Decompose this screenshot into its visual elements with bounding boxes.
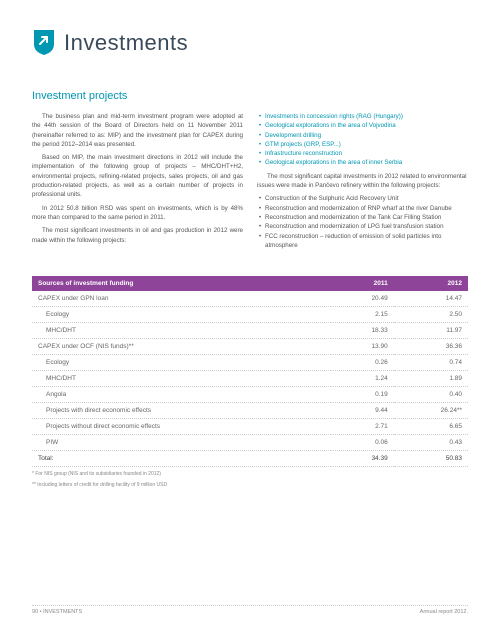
th-label: Sources of investment funding (32, 276, 331, 291)
funding-table: Sources of investment funding 2011 2012 … (32, 276, 468, 467)
cell-label: MHC/DHT (32, 371, 331, 387)
cell-2012: 50.83 (394, 451, 468, 467)
list-item: FCC reconstruction – reduction of emissi… (257, 232, 468, 251)
th-2012: 2012 (394, 276, 468, 291)
footer-left: 90 • INVESTMENTS (32, 609, 82, 615)
list-item: Geological explorations in the area of V… (257, 121, 468, 130)
shield-arrow-icon (32, 28, 56, 58)
cell-2011: 18.33 (331, 323, 394, 339)
table-row: CAPEX under GPN loan20.4914.47 (32, 291, 468, 307)
cell-label: Total: (32, 451, 331, 467)
cell-2011: 0.26 (331, 355, 394, 371)
th-2011: 2011 (331, 276, 394, 291)
list-item: Reconstruction and modernization of RNP … (257, 204, 468, 213)
cell-2011: 34.39 (331, 451, 394, 467)
table-row: MHC/DHT18.3311.97 (32, 323, 468, 339)
cell-2012: 36.36 (394, 339, 468, 355)
cell-2011: 20.49 (331, 291, 394, 307)
cell-2011: 1.24 (331, 371, 394, 387)
cell-label: Ecology (32, 355, 331, 371)
footnote: * For NIS group (NIS and its subsidiarie… (32, 471, 468, 478)
page-title: Investments (64, 30, 188, 56)
table-row: Total:34.3950.83 (32, 451, 468, 467)
cell-2012: 0.40 (394, 387, 468, 403)
footnote: ** Including letters of credit for drill… (32, 482, 468, 489)
table-row: MHC/DHT1.241.89 (32, 371, 468, 387)
list-item: Geological explorations in the area of i… (257, 158, 468, 167)
cell-label: MHC/DHT (32, 323, 331, 339)
cell-2012: 14.47 (394, 291, 468, 307)
cell-label: Projects without direct economic effects (32, 419, 331, 435)
content-columns: The business plan and mid-term investmen… (32, 112, 468, 250)
list-item: Reconstruction and modernization of LPG … (257, 222, 468, 231)
funding-table-wrap: Sources of investment funding 2011 2012 … (32, 276, 468, 488)
cell-2011: 2.71 (331, 419, 394, 435)
table-row: Ecology2.152.50 (32, 307, 468, 323)
cell-label: PIW (32, 435, 331, 451)
table-row: Projects with direct economic effects9.4… (32, 403, 468, 419)
cell-2011: 9.44 (331, 403, 394, 419)
cell-2012: 1.89 (394, 371, 468, 387)
table-row: Angola0.190.40 (32, 387, 468, 403)
paragraph: The most significant investments in oil … (32, 226, 243, 245)
cell-2012: 11.97 (394, 323, 468, 339)
table-row: CAPEX under OCF (NIS funds)**13.9036.36 (32, 339, 468, 355)
right-column: Investments in concession rights (RAG (H… (257, 112, 468, 250)
cell-2011: 2.15 (331, 307, 394, 323)
bullet-list-dark: Construction of the Sulphuric Acid Recov… (257, 194, 468, 250)
left-column: The business plan and mid-term investmen… (32, 112, 243, 250)
cell-label: Ecology (32, 307, 331, 323)
bullet-list-teal: Investments in concession rights (RAG (H… (257, 112, 468, 168)
paragraph: The business plan and mid-term investmen… (32, 112, 243, 149)
cell-2011: 0.06 (331, 435, 394, 451)
cell-2012: 2.50 (394, 307, 468, 323)
section-title: Investment projects (32, 90, 468, 102)
table-header-row: Sources of investment funding 2011 2012 (32, 276, 468, 291)
paragraph: In 2012 50.8 billion RSD was spent on in… (32, 204, 243, 223)
list-item: GTM projects (GRP, ESP...) (257, 140, 468, 149)
page-footer: 90 • INVESTMENTS Annual report 2012. (32, 605, 468, 615)
cell-2012: 6.65 (394, 419, 468, 435)
list-item: Investments in concession rights (RAG (H… (257, 112, 468, 121)
cell-2012: 26.24** (394, 403, 468, 419)
cell-2012: 0.74 (394, 355, 468, 371)
footer-right: Annual report 2012. (420, 609, 468, 615)
paragraph: The most significant capital investments… (257, 172, 468, 191)
list-item: Development drilling (257, 131, 468, 140)
cell-label: Angola (32, 387, 331, 403)
cell-2012: 0.43 (394, 435, 468, 451)
cell-2011: 13.90 (331, 339, 394, 355)
table-row: PIW0.060.43 (32, 435, 468, 451)
page-header: Investments (32, 28, 468, 58)
list-item: Infrastructure reconstruction (257, 149, 468, 158)
list-item: Reconstruction and modernization of the … (257, 213, 468, 222)
table-row: Projects without direct economic effects… (32, 419, 468, 435)
cell-2011: 0.19 (331, 387, 394, 403)
list-item: Construction of the Sulphuric Acid Recov… (257, 194, 468, 203)
cell-label: CAPEX under GPN loan (32, 291, 331, 307)
cell-label: Projects with direct economic effects (32, 403, 331, 419)
table-row: Ecology0.260.74 (32, 355, 468, 371)
paragraph: Based on MIP, the main investment direct… (32, 153, 243, 199)
cell-label: CAPEX under OCF (NIS funds)** (32, 339, 331, 355)
